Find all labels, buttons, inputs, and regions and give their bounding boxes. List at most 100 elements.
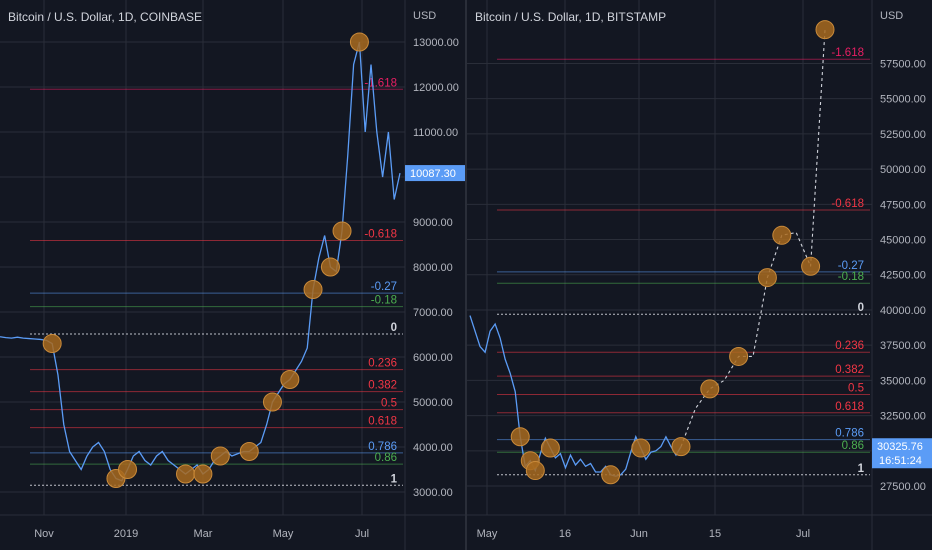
fib-level-label: 0.382 (835, 364, 864, 376)
pivot-marker[interactable] (176, 464, 196, 484)
y-tick-label: 37500.00 (880, 340, 926, 352)
x-tick-label: May (273, 528, 294, 540)
pivot-marker[interactable] (631, 438, 651, 458)
fib-level-label: 0.786 (835, 428, 864, 440)
fib-level-label: -1.618 (831, 47, 864, 59)
pivot-marker[interactable] (525, 461, 545, 481)
panel-divider[interactable] (465, 0, 467, 550)
fib-level-label: 0.236 (835, 340, 864, 352)
time-axis[interactable]: Nov 2019 Mar May Jul (0, 514, 465, 540)
x-tick-label: 16 (559, 528, 571, 540)
last-price-tag: 10087.30 (405, 165, 465, 182)
x-tick-label: 15 (709, 528, 721, 540)
price-axis-bg (405, 0, 465, 550)
pivot-marker[interactable] (801, 256, 821, 276)
x-tick-label: Jul (355, 528, 369, 540)
fib-level-label: 0.382 (368, 380, 397, 392)
y-tick-label: 3000.00 (413, 487, 453, 499)
y-tick-label: 13000.00 (413, 37, 459, 49)
fib-level-label: -0.618 (364, 228, 397, 240)
pivot-marker[interactable] (332, 221, 352, 241)
pivot-marker[interactable] (303, 280, 323, 299)
price-line (469, 315, 682, 477)
price-chart-left[interactable]: -1.618-0.618-0.27-0.1800.2360.3820.50.61… (0, 0, 465, 550)
pivot-marker[interactable] (118, 460, 138, 479)
y-tick-label: 55000.00 (880, 94, 926, 106)
fib-level-label: 0.618 (368, 416, 397, 428)
fib-level-label: 0.236 (368, 358, 397, 370)
y-tick-label: 57500.00 (880, 58, 926, 70)
currency-label: USD (413, 10, 436, 22)
fib-level-label: 1 (391, 473, 398, 485)
pivot-marker[interactable] (262, 392, 282, 412)
y-tick-label: 27500.00 (880, 481, 926, 493)
y-tick-label: 6000.00 (413, 352, 453, 364)
last-price-bg (405, 165, 465, 182)
fib-level-label: -0.27 (371, 281, 397, 293)
x-tick-label: Mar (194, 528, 213, 540)
fib-level-label: 0 (858, 302, 864, 314)
last-price-value: 30325.76 (877, 441, 923, 453)
pivot-marker[interactable] (601, 465, 621, 485)
fib-level-label: 0.618 (835, 401, 864, 413)
y-tick-label: 5000.00 (413, 397, 453, 409)
y-tick-label: 42500.00 (880, 270, 926, 282)
pivot-marker[interactable] (729, 346, 749, 366)
x-tick-label: Jul (796, 528, 810, 540)
pivot-marker[interactable] (193, 464, 213, 484)
pivot-marker[interactable] (239, 442, 259, 461)
fib-level-label: 0.786 (368, 441, 397, 453)
grid (467, 0, 872, 515)
pivot-marker[interactable] (280, 370, 300, 389)
pivot-markers (510, 20, 835, 485)
y-tick-label: 12000.00 (413, 82, 459, 94)
pivot-marker[interactable] (671, 437, 691, 457)
fib-level-label: 0.86 (375, 452, 397, 464)
last-price-bg (872, 438, 932, 469)
currency-label: USD (880, 10, 903, 22)
y-tick-label: 8000.00 (413, 262, 453, 274)
y-tick-label: 9000.00 (413, 217, 453, 229)
pivot-marker[interactable] (210, 446, 230, 466)
fib-level-label: 0 (391, 322, 397, 334)
x-tick-label: May (477, 528, 498, 540)
pivot-marker[interactable] (42, 334, 62, 353)
chart-panel-left[interactable]: -1.618 -0.618 -0.27 -0.18 0 0.236 0.382 0.5 0.61… (0, 0, 465, 550)
fib-level-label: -0.27 (838, 260, 864, 272)
y-tick-label: 7000.00 (413, 307, 453, 319)
y-tick-label: 11000.00 (413, 127, 458, 139)
x-tick-label: Nov (34, 528, 54, 540)
pivot-marker[interactable] (540, 438, 560, 458)
chart-title-left: Bitcoin / U.S. Dollar, 1D, COINBASE (8, 10, 203, 24)
time-axis[interactable]: May 16 Jun 15 Jul (467, 514, 932, 540)
y-tick-label: 45000.00 (880, 235, 926, 247)
grid (0, 0, 405, 515)
price-axis[interactable]: USD13000.0012000.0011000.0010000.009000.… (404, 0, 465, 550)
fib-level-label: -0.618 (831, 198, 864, 210)
pivot-marker[interactable] (700, 379, 720, 399)
y-tick-label: 47500.00 (880, 199, 926, 211)
pivot-marker[interactable] (510, 427, 530, 447)
x-tick-label: 2019 (114, 528, 138, 540)
fib-level-label: -0.18 (371, 295, 397, 307)
fibonacci-levels: -1.618-0.618-0.27-0.1800.2360.3820.50.61… (30, 77, 403, 486)
y-tick-label: 52500.00 (880, 129, 926, 141)
last-price-countdown: 16:51:24 (879, 455, 922, 467)
last-price-value: 10087.30 (410, 168, 456, 180)
pivot-marker[interactable] (320, 257, 340, 277)
y-tick-label: 32500.00 (880, 411, 926, 423)
pivot-marker[interactable] (757, 268, 777, 288)
price-series (0, 41, 401, 482)
fib-level-label: 0.5 (848, 382, 864, 394)
price-chart-right[interactable]: -1.618 -0.618 -0.27-0.18 0 0.236 0.382 0.5 0.61… (467, 0, 932, 550)
pivot-marker[interactable] (772, 225, 792, 245)
chart-panel-right[interactable]: -1.618 -0.618 -0.27 -0.18 0 0.236 0.382 0.5 0.61… (467, 0, 932, 550)
fibonacci-levels: -1.618 -0.618 -0.27-0.18 0 0.236 0.382 0.5 0.61… (497, 47, 870, 476)
pivot-marker[interactable] (815, 20, 835, 40)
fib-level-label: -0.18 (838, 271, 864, 283)
pivot-marker[interactable] (349, 32, 369, 52)
chart-title-right: Bitcoin / U.S. Dollar, 1D, BITSTAMP (475, 10, 667, 24)
fib-level-label: 1 (858, 463, 865, 475)
fib-level-label: 0.5 (381, 398, 397, 410)
